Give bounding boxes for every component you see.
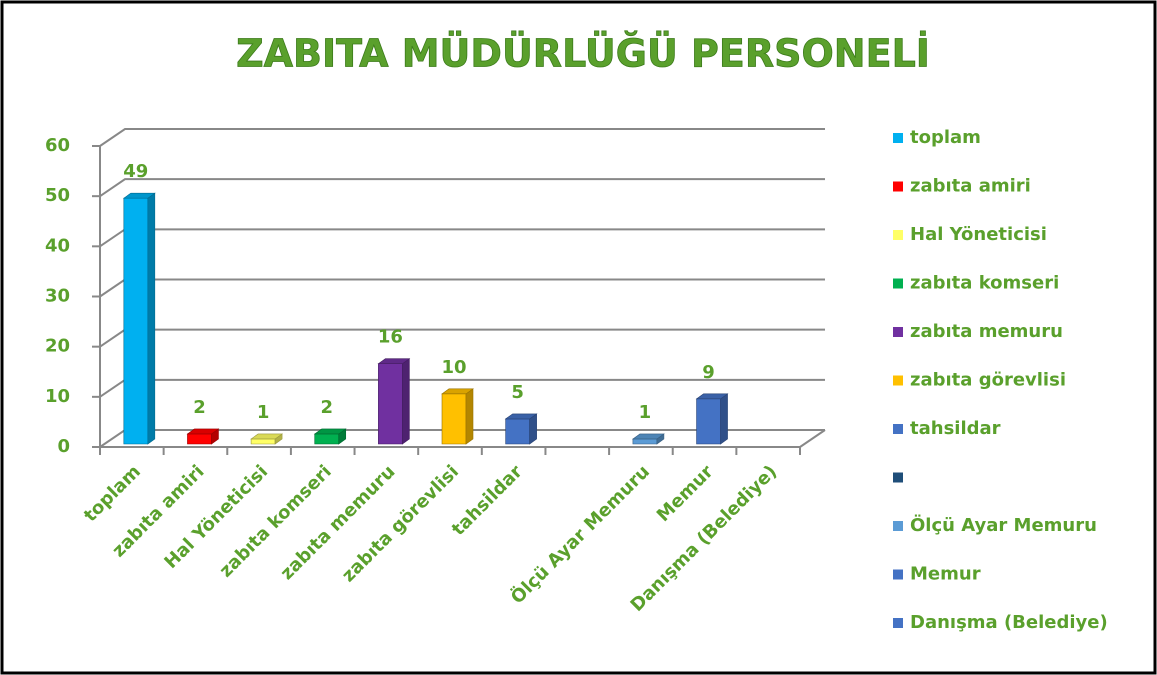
legend-label: Danışma (Belediye) bbox=[910, 612, 1108, 633]
y-tick-label: 50 bbox=[45, 185, 70, 206]
data-label: 1 bbox=[639, 402, 652, 423]
legend-swatch bbox=[893, 472, 903, 483]
bar bbox=[695, 393, 729, 445]
bar bbox=[377, 358, 411, 445]
data-label: 2 bbox=[320, 397, 333, 418]
legend-swatch bbox=[893, 569, 903, 580]
data-label: 1 bbox=[257, 402, 270, 423]
legend-swatch bbox=[893, 618, 903, 628]
legend-swatch bbox=[893, 278, 903, 289]
data-label: 49 bbox=[123, 161, 148, 182]
legend-swatch bbox=[893, 424, 903, 434]
legend-swatch bbox=[893, 181, 903, 192]
legend-label: zabıta komseri bbox=[910, 273, 1059, 294]
legend-label: Memur bbox=[910, 564, 981, 585]
bar bbox=[186, 428, 220, 445]
legend-label: tahsildar bbox=[910, 418, 1001, 439]
bar bbox=[313, 428, 347, 445]
y-tick-label: 30 bbox=[45, 286, 70, 307]
bar bbox=[441, 388, 474, 445]
floor-edge bbox=[799, 429, 826, 448]
legend-label: zabıta görevlisi bbox=[910, 370, 1066, 391]
bar bbox=[250, 433, 284, 445]
legend-swatch bbox=[893, 521, 903, 531]
data-label: 5 bbox=[511, 382, 524, 403]
y-tick-label: 60 bbox=[45, 135, 70, 156]
y-tick-label: 0 bbox=[57, 436, 70, 457]
legend-label: toplam bbox=[910, 127, 981, 148]
grid-line bbox=[99, 128, 825, 147]
legend-label: Ölçü Ayar Memuru bbox=[910, 514, 1097, 536]
data-label: 2 bbox=[193, 397, 206, 418]
bar bbox=[631, 433, 665, 445]
data-label: 9 bbox=[702, 362, 715, 383]
legend-swatch bbox=[893, 133, 903, 143]
y-tick-label: 20 bbox=[45, 336, 70, 357]
bar bbox=[504, 413, 538, 445]
legend-label: zabıta memuru bbox=[910, 321, 1063, 342]
grid-line bbox=[99, 178, 825, 197]
bar bbox=[122, 192, 156, 445]
y-tick-label: 10 bbox=[45, 386, 70, 407]
data-label: 10 bbox=[441, 357, 466, 378]
legend-label: zabıta amiri bbox=[910, 176, 1031, 197]
y-tick-label: 40 bbox=[45, 235, 70, 256]
legend-swatch bbox=[893, 375, 903, 386]
legend-label: Hal Yöneticisi bbox=[910, 224, 1047, 245]
legend-swatch bbox=[893, 230, 903, 240]
legend-swatch bbox=[893, 327, 903, 337]
chart-title: ZABITA MÜDÜRLÜĞÜ PERSONELİ bbox=[236, 32, 930, 76]
data-label: 16 bbox=[378, 327, 403, 348]
